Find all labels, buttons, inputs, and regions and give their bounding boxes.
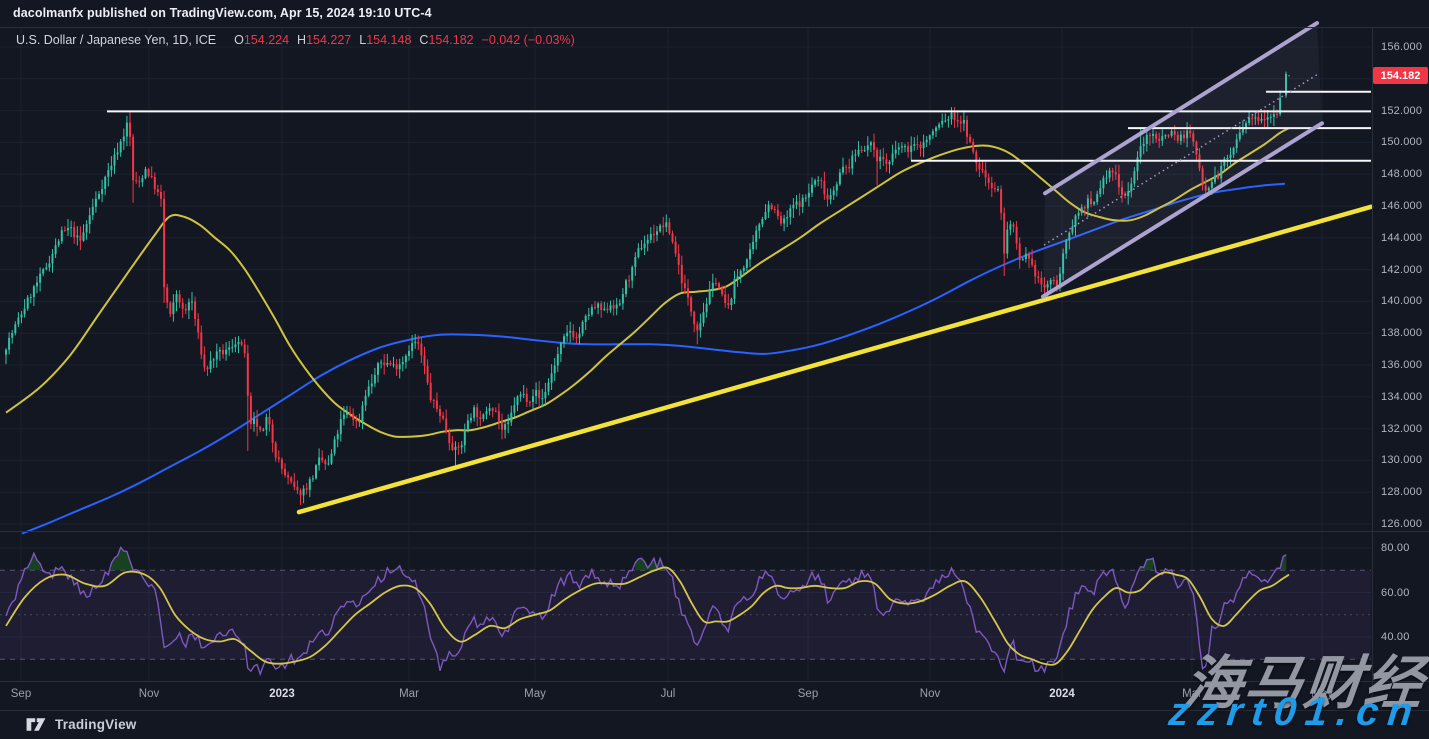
time-tick: Sep	[10, 688, 32, 700]
price-tick: 130.000	[1381, 454, 1423, 466]
channel-fill	[1043, 23, 1322, 297]
high-label: H	[297, 33, 307, 47]
price-tick: 148.000	[1381, 168, 1423, 180]
low-value: 154.148	[366, 33, 412, 47]
price-tick: 156.000	[1381, 41, 1423, 53]
price-tick: 128.000	[1381, 486, 1423, 498]
candlestick-series	[5, 71, 1290, 505]
time-axis[interactable]: Sep Nov 2023 Mar May Jul Sep Nov 2024 Mar May	[0, 681, 1372, 710]
price-tick: 140.000	[1381, 295, 1423, 307]
time-tick: Jul	[660, 688, 676, 700]
ma-slow-line	[21, 182, 1286, 535]
price-tick: 132.000	[1381, 423, 1423, 435]
footer-separator	[0, 710, 1429, 711]
pane-separator[interactable]	[0, 531, 1429, 532]
high-value: 154.227	[306, 33, 352, 47]
ma-fast-line	[5, 127, 1290, 438]
open-label: O	[234, 33, 244, 47]
symbol-title[interactable]: U.S. Dollar / Japanese Yen, 1D, ICE	[16, 33, 217, 47]
change-value: −0.042 (−0.03%)	[481, 33, 575, 47]
open-value: 154.224	[243, 33, 290, 47]
rsi-tick: 40.00	[1381, 631, 1410, 643]
attribution-bar: dacolmanfx published on TradingView.com,…	[0, 0, 1429, 27]
price-tick: 152.000	[1381, 105, 1423, 117]
moving-averages	[5, 127, 1290, 535]
time-tick: Sep	[797, 688, 819, 700]
rsi-tick: 60.00	[1381, 587, 1410, 599]
price-tick: 146.000	[1381, 200, 1423, 212]
rsi-tick: 80.00	[1381, 542, 1410, 554]
tradingview-logo-icon[interactable]	[25, 716, 47, 733]
trendline	[296, 204, 1374, 515]
price-tick: 136.000	[1381, 359, 1423, 371]
footer-bar: TradingView	[0, 710, 1429, 739]
price-tick: 144.000	[1381, 232, 1423, 244]
top-separator	[0, 27, 1429, 28]
time-tick: Mar	[1182, 688, 1202, 700]
close-label: C	[419, 33, 429, 47]
price-tick: 126.000	[1381, 518, 1423, 530]
low-label: L	[359, 33, 367, 47]
price-axis[interactable]: 156.000 152.000 150.000 148.000 146.000 144.0…	[1373, 0, 1429, 710]
time-tick: May	[1311, 688, 1333, 700]
time-tick: May	[524, 688, 546, 700]
channel-upper-line	[1043, 21, 1319, 196]
time-tick: Nov	[919, 688, 941, 700]
chart-drawings	[107, 21, 1374, 515]
tradingview-brand-text[interactable]: TradingView	[55, 717, 137, 732]
price-tick: 134.000	[1381, 391, 1423, 403]
price-tick: 142.000	[1381, 264, 1423, 276]
price-axis-separator	[1372, 27, 1373, 710]
time-tick: 2024	[1049, 688, 1075, 700]
price-tick: 150.000	[1381, 136, 1423, 148]
channel-midline	[1043, 72, 1320, 246]
time-tick: Nov	[138, 688, 160, 700]
price-tick: 138.000	[1381, 327, 1423, 339]
close-value: 154.182	[428, 33, 474, 47]
rsi-band	[0, 569, 1371, 660]
rsi-ma-line	[5, 566, 1290, 666]
attribution-text: dacolmanfx published on TradingView.com,…	[13, 6, 432, 20]
last-price-label: 154.182	[1373, 67, 1428, 84]
time-axis-separator	[0, 681, 1429, 682]
watermark-url: zzrt01.cn	[1166, 690, 1424, 734]
rsi-line	[5, 546, 1287, 677]
symbol-legend[interactable]: U.S. Dollar / Japanese Yen, 1D, ICE O154.…	[16, 33, 575, 47]
rsi-indicator	[5, 546, 1290, 677]
time-tick: Mar	[399, 688, 419, 700]
channel-lower-line	[1041, 121, 1324, 299]
time-tick: 2023	[269, 688, 295, 700]
